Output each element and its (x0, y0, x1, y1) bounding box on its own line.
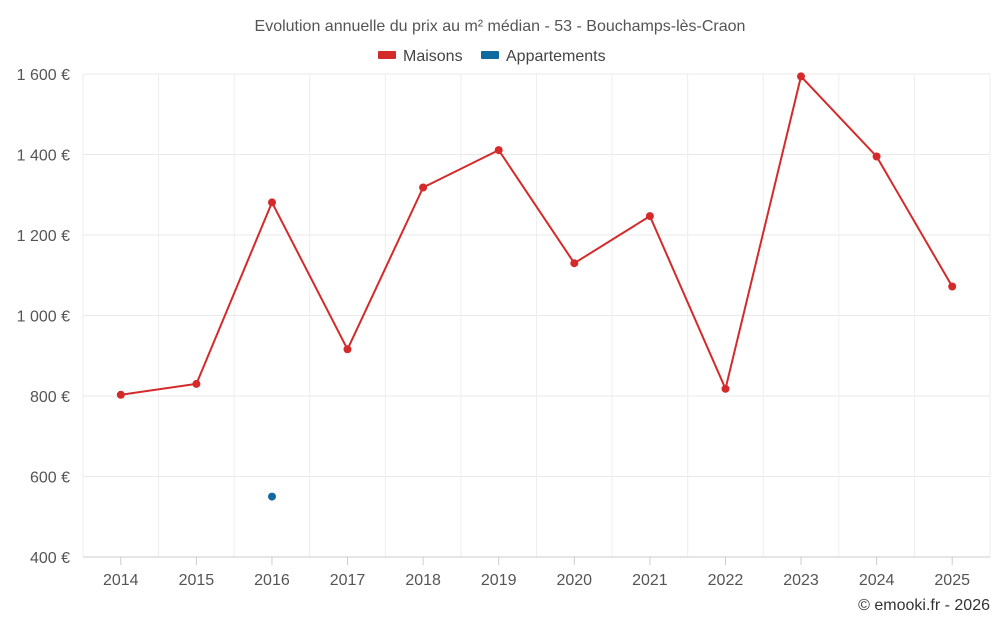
x-tick-label: 2021 (632, 572, 668, 589)
legend-label-maisons: Maisons (403, 48, 463, 65)
x-tick-label: 2024 (859, 572, 895, 589)
axes: 400 € 600 € 800 € 1 000 € 1 200 € 1 400 € 1 60… (17, 67, 990, 589)
x-tick-label: 2019 (481, 572, 517, 589)
legend: Maisons Appartements (378, 48, 606, 65)
x-tick-label: 2025 (934, 572, 970, 589)
series-maisons (116, 72, 957, 399)
data-point[interactable] (268, 492, 276, 501)
data-point[interactable] (268, 198, 276, 207)
x-tick-label: 2023 (783, 572, 819, 589)
data-point[interactable] (645, 212, 654, 221)
series-line-maisons (120, 75, 954, 396)
x-tick-label: 2016 (254, 572, 290, 589)
legend-item-appartements[interactable]: Appartements (481, 48, 606, 65)
legend-item-maisons[interactable]: Maisons (378, 48, 463, 65)
y-tick-label: 1 200 € (17, 228, 70, 245)
legend-swatch-appartements (481, 51, 499, 59)
data-point[interactable] (570, 259, 579, 268)
y-tick-label: 800 € (30, 389, 70, 406)
y-tick-label: 400 € (30, 550, 70, 567)
y-tick-label: 1 600 € (17, 67, 70, 84)
credit-text: © emooki.fr - 2026 (858, 597, 990, 614)
y-tick-label: 600 € (30, 470, 70, 487)
data-point[interactable] (116, 390, 125, 399)
grid (82, 73, 991, 557)
x-tick-label: 2015 (179, 572, 215, 589)
chart-title: Evolution annuelle du prix au m² médian … (255, 18, 746, 35)
x-tick-label: 2020 (556, 572, 592, 589)
series (116, 72, 957, 501)
data-point[interactable] (797, 72, 805, 81)
x-tick-label: 2017 (330, 572, 366, 589)
y-tick-label: 1 400 € (17, 148, 70, 165)
legend-label-appartements: Appartements (506, 48, 606, 65)
series-appartements (268, 492, 276, 501)
x-tick-label: 2018 (405, 572, 441, 589)
x-tick-label: 2022 (708, 572, 744, 589)
x-tick-label: 2014 (103, 572, 139, 589)
legend-swatch-maisons (378, 51, 396, 59)
data-point[interactable] (872, 152, 881, 161)
y-tick-label: 1 000 € (17, 309, 70, 326)
data-point[interactable] (721, 384, 730, 393)
data-point[interactable] (192, 379, 201, 388)
data-point[interactable] (948, 282, 957, 291)
data-point[interactable] (419, 183, 428, 192)
data-point[interactable] (494, 146, 503, 155)
data-point[interactable] (343, 345, 352, 354)
